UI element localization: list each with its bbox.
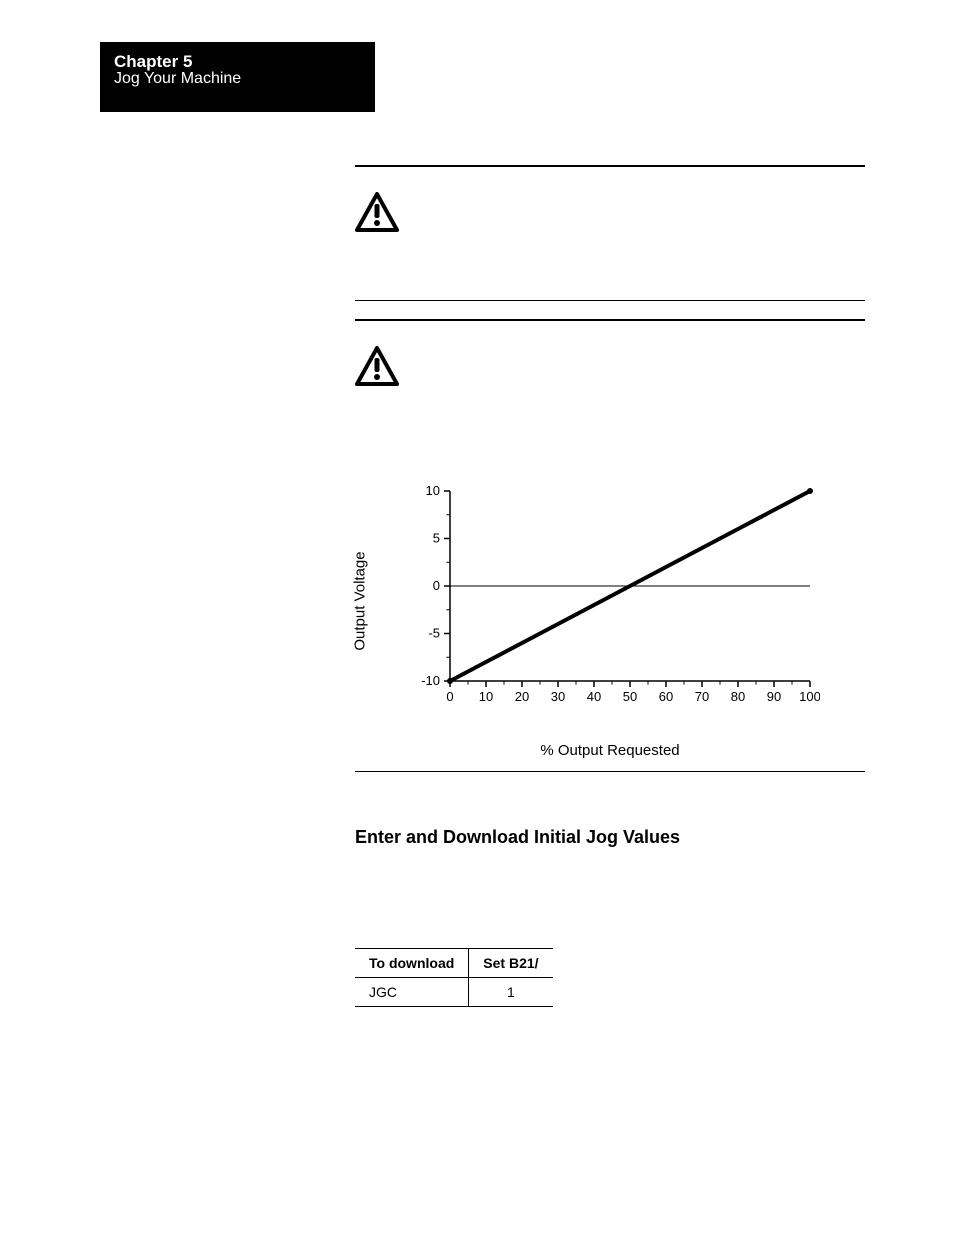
chart-x-axis-label: % Output Requested [540,742,679,759]
table-cell: 1 [469,978,553,1007]
svg-text:40: 40 [587,689,601,704]
table-row: JGC 1 [355,978,553,1007]
section-heading: Enter and Download Initial Jog Values [355,827,865,848]
svg-text:0: 0 [433,578,440,593]
svg-text:100: 100 [799,689,820,704]
page-content: Output Voltage -10-505100102030405060708… [355,165,865,1007]
divider [355,771,865,772]
svg-text:90: 90 [767,689,781,704]
chapter-number: Chapter 5 [114,52,361,72]
chapter-header: Chapter 5 Jog Your Machine [100,42,375,112]
chart-canvas: -10-505100102030405060708090100 [400,481,820,721]
svg-text:10: 10 [426,483,440,498]
warning-icon [355,192,399,237]
table-cell: JGC [355,978,469,1007]
svg-text:-5: -5 [428,626,440,641]
svg-text:30: 30 [551,689,565,704]
svg-text:20: 20 [515,689,529,704]
svg-text:5: 5 [433,531,440,546]
svg-text:80: 80 [731,689,745,704]
attention-block-2 [355,321,865,441]
svg-text:70: 70 [695,689,709,704]
svg-text:-10: -10 [421,673,440,688]
svg-text:10: 10 [479,689,493,704]
table-header-cell: To download [355,949,469,978]
chapter-title: Jog Your Machine [114,70,361,88]
attention-text-1 [414,192,418,270]
svg-text:60: 60 [659,689,673,704]
svg-text:0: 0 [446,689,453,704]
svg-text:50: 50 [623,689,637,704]
output-voltage-chart: Output Voltage -10-505100102030405060708… [400,481,820,721]
warning-icon [355,346,399,391]
table-header-row: To download Set B21/ [355,949,553,978]
table-header-cell: Set B21/ [469,949,553,978]
download-table: To download Set B21/ JGC 1 [355,948,553,1007]
attention-text-2 [414,346,418,385]
attention-block-1 [355,167,865,300]
chart-y-axis-label: Output Voltage [352,551,369,650]
